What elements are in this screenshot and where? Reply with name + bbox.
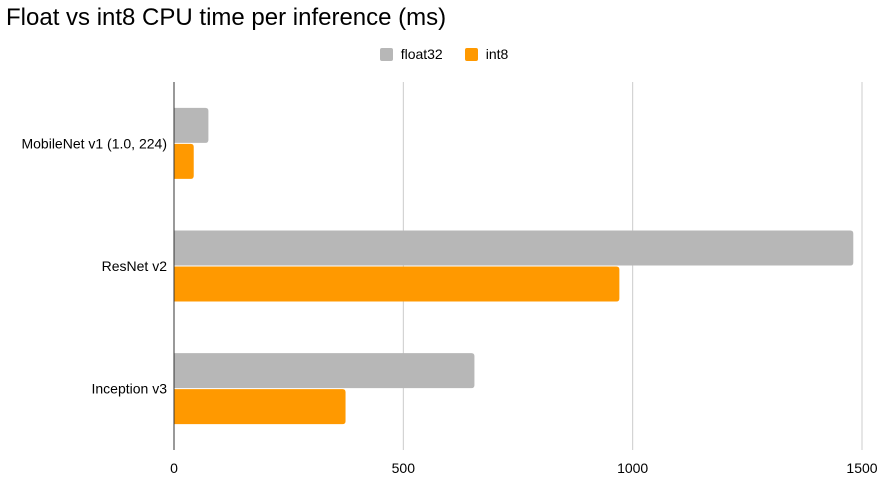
category-label-2: Inception v3 <box>92 381 168 397</box>
legend-item-int8[interactable]: int8 <box>464 46 509 62</box>
legend: float32 int8 <box>0 46 888 62</box>
category-label-1: ResNet v2 <box>102 258 168 274</box>
bar-float32-1 <box>174 230 854 266</box>
legend-swatch-int8 <box>464 47 478 61</box>
x-tick-label-0: 0 <box>170 460 178 476</box>
legend-label-int8: int8 <box>485 46 509 62</box>
bar-int8-2 <box>174 389 346 425</box>
x-tick-label-1500: 1500 <box>846 460 877 476</box>
bar-float32-2 <box>174 353 475 389</box>
bar-float32-0 <box>174 107 209 143</box>
legend-label-float32: float32 <box>400 46 443 62</box>
chart-title: Float vs int8 CPU time per inference (ms… <box>6 4 447 31</box>
legend-swatch-float32 <box>379 47 393 61</box>
category-label-0: MobileNet v1 (1.0, 224) <box>21 135 167 151</box>
x-tick-label-1000: 1000 <box>617 460 648 476</box>
x-tick-label-500: 500 <box>392 460 416 476</box>
bar-int8-1 <box>174 266 620 302</box>
legend-item-float32[interactable]: float32 <box>379 46 443 62</box>
bar-int8-0 <box>174 143 194 179</box>
